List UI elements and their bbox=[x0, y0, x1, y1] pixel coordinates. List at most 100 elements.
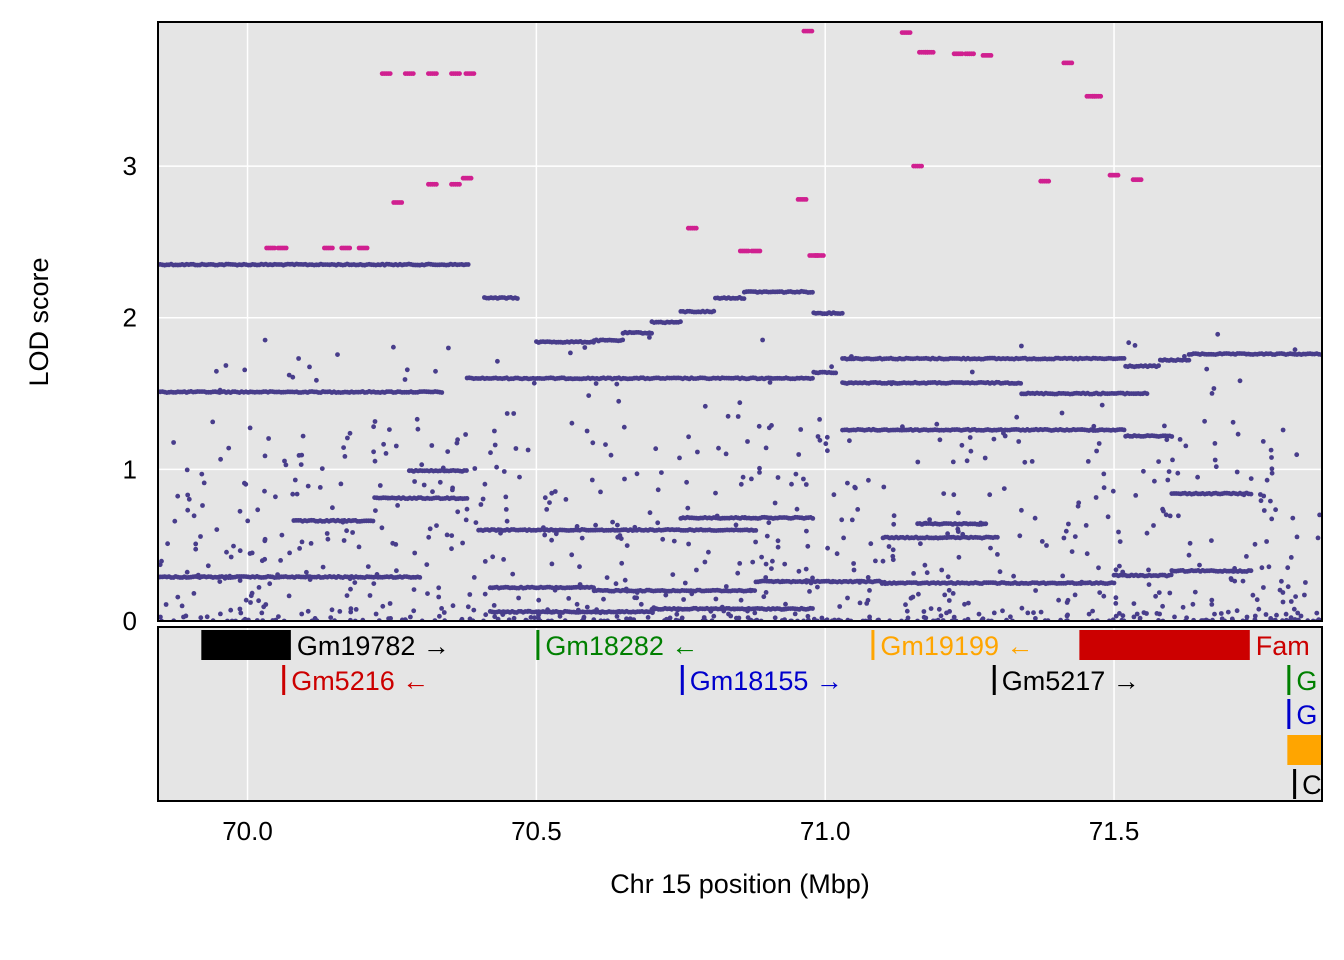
y-axis-label: LOD score bbox=[24, 257, 54, 386]
lod-point bbox=[817, 437, 823, 443]
lod-point bbox=[1261, 508, 1267, 513]
lod-point bbox=[297, 546, 302, 551]
lod-point bbox=[780, 578, 785, 584]
lod-point bbox=[1241, 492, 1247, 498]
lod-point bbox=[348, 606, 354, 612]
lod-point bbox=[577, 582, 583, 587]
lod-point bbox=[1280, 599, 1286, 605]
lod-point bbox=[237, 606, 243, 612]
lod-point bbox=[465, 262, 471, 267]
lod-point bbox=[988, 545, 993, 551]
lod-point bbox=[1234, 469, 1240, 475]
lod-point bbox=[723, 451, 729, 457]
lod-point bbox=[393, 443, 399, 449]
lod-point bbox=[568, 350, 573, 356]
lod-point bbox=[436, 594, 442, 600]
lod-point bbox=[928, 606, 934, 611]
lod-point bbox=[184, 467, 190, 473]
lod-point bbox=[881, 484, 887, 490]
lod-point bbox=[175, 493, 181, 499]
lod-highlight-point bbox=[693, 225, 699, 231]
lod-point bbox=[296, 453, 302, 458]
lod-point bbox=[425, 591, 430, 596]
lod-point bbox=[1209, 391, 1215, 396]
lod-point bbox=[445, 449, 451, 454]
lod-point bbox=[805, 543, 811, 549]
lod-point bbox=[1219, 616, 1225, 621]
lod-point bbox=[823, 441, 829, 447]
lod-highlight-point bbox=[399, 200, 405, 205]
lod-point bbox=[1209, 597, 1215, 603]
lod-point bbox=[582, 345, 588, 350]
x-tick-label: 70.5 bbox=[511, 816, 562, 846]
lod-point bbox=[550, 609, 556, 614]
lod-point bbox=[1292, 347, 1298, 353]
lod-point bbox=[341, 538, 347, 543]
lod-point bbox=[586, 393, 592, 398]
x-axis-label: Chr 15 position (Mbp) bbox=[610, 869, 870, 899]
lod-point bbox=[764, 533, 770, 539]
lod-point bbox=[347, 430, 353, 436]
lod-point bbox=[891, 521, 897, 527]
lod-point bbox=[386, 616, 391, 621]
lod-point bbox=[1085, 459, 1091, 464]
lod-point bbox=[308, 541, 314, 546]
lod-point bbox=[593, 522, 598, 528]
lod-point bbox=[1072, 534, 1078, 539]
lod-point bbox=[1190, 601, 1196, 607]
lod-point bbox=[371, 581, 377, 586]
lod-point bbox=[195, 572, 201, 578]
lod-point bbox=[226, 445, 232, 451]
lod-point bbox=[728, 613, 734, 619]
lod-point bbox=[1117, 563, 1122, 569]
lod-point bbox=[544, 507, 550, 512]
lod-point bbox=[1180, 604, 1186, 610]
lod-point bbox=[287, 550, 292, 556]
lod-point bbox=[750, 559, 756, 565]
lod-point bbox=[1039, 539, 1045, 544]
lod-point bbox=[951, 614, 957, 620]
lod-point bbox=[547, 500, 552, 505]
lod-point bbox=[275, 572, 280, 577]
lod-point bbox=[199, 471, 205, 477]
lod-point bbox=[702, 403, 708, 409]
lod-point bbox=[549, 561, 555, 567]
lod-point bbox=[695, 449, 700, 455]
lod-point bbox=[352, 580, 358, 585]
lod-point bbox=[1288, 615, 1294, 621]
lod-point bbox=[473, 520, 479, 525]
lod-point bbox=[1096, 565, 1101, 571]
lod-highlight-point bbox=[1138, 177, 1144, 183]
lod-point bbox=[317, 485, 323, 490]
lod-point bbox=[324, 531, 330, 536]
lod-point bbox=[741, 296, 747, 301]
lod-point bbox=[175, 594, 181, 600]
lod-point bbox=[619, 560, 625, 566]
lod-point bbox=[494, 464, 499, 470]
lod-point bbox=[947, 609, 952, 614]
lod-point bbox=[563, 497, 569, 502]
lod-point bbox=[624, 616, 629, 621]
lod-point bbox=[1163, 512, 1169, 518]
lod-point bbox=[1182, 354, 1187, 359]
lod-point bbox=[460, 540, 465, 546]
lod-point bbox=[678, 319, 683, 325]
lod-point bbox=[868, 541, 874, 547]
lod-point bbox=[613, 581, 619, 587]
lod-point bbox=[1264, 539, 1269, 544]
lod-point bbox=[217, 579, 223, 584]
lod-point bbox=[408, 614, 413, 620]
lod-point bbox=[702, 559, 708, 565]
lod-point bbox=[796, 568, 802, 574]
lod-point bbox=[839, 517, 845, 523]
gene-label: C bbox=[1302, 770, 1322, 800]
lod-point bbox=[810, 575, 815, 581]
lod-point bbox=[686, 541, 691, 547]
lod-point bbox=[1204, 366, 1210, 372]
lod-point bbox=[824, 434, 830, 440]
lod-point bbox=[248, 600, 253, 605]
lod-point bbox=[980, 616, 986, 621]
lod-point bbox=[1033, 616, 1038, 621]
lod-point bbox=[350, 530, 355, 535]
